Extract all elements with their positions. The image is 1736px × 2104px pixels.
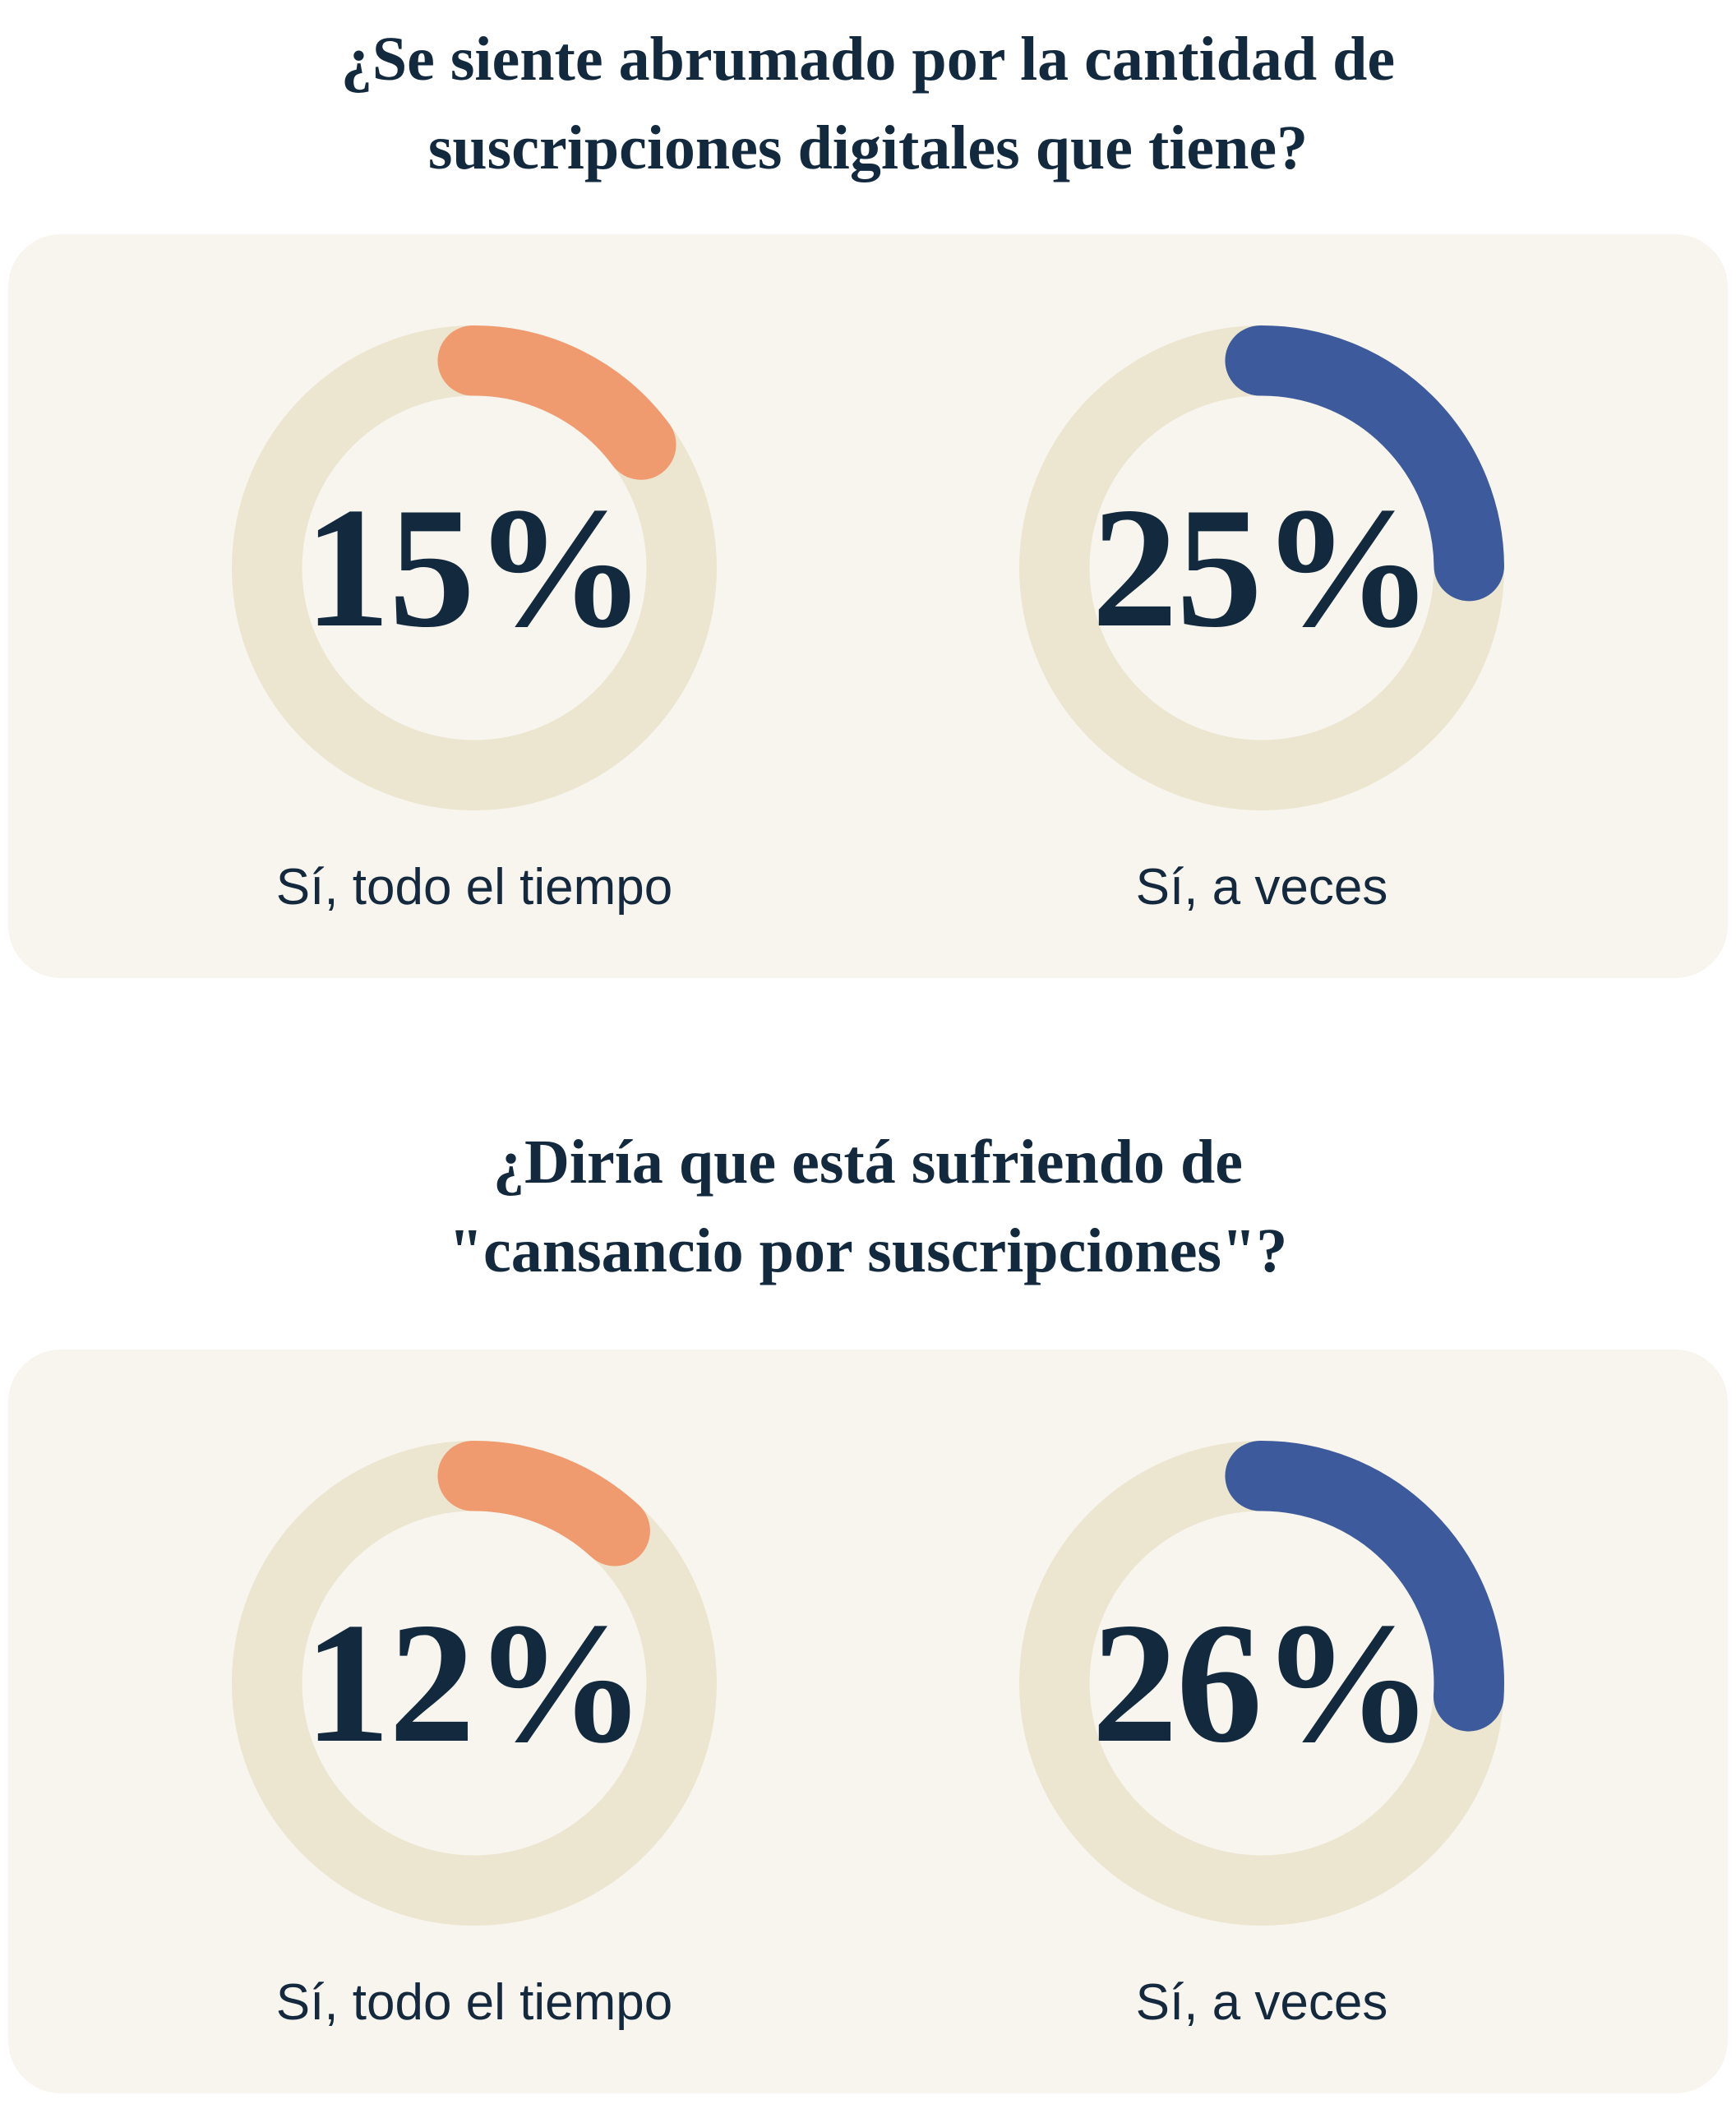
chart-overwhelmed-always: 15% Sí, todo el tiempo: [232, 325, 717, 978]
results-card-2: 12% Sí, todo el tiempo 26% Sí, a veces: [8, 1350, 1728, 2093]
donut-chart: 26%: [1019, 1441, 1504, 1926]
donut-label: Sí, todo el tiempo: [275, 859, 673, 916]
donut-label: Sí, todo el tiempo: [275, 1974, 673, 2031]
question-title-2: ¿Diría que está sufriendo de "cansancio …: [252, 1118, 1484, 1295]
donut-arc: [232, 1441, 717, 1926]
donut-chart: 12%: [232, 1441, 717, 1926]
question-title-1-line-1: ¿Se siente abrumado por la cantidad de: [340, 25, 1396, 94]
question-title-2-line-2: "cansancio por suscripciones"?: [448, 1216, 1288, 1285]
donut-arc: [1019, 325, 1504, 810]
question-title-1-line-2: suscripciones digitales que tiene?: [427, 113, 1309, 182]
donut-percentage: 15%: [304, 472, 646, 663]
donut-label: Sí, a veces: [1135, 859, 1388, 916]
question-title-2-line-1: ¿Diría que está sufriendo de: [493, 1128, 1243, 1197]
results-card-1: 15% Sí, todo el tiempo 25% Sí, a veces: [8, 234, 1728, 978]
donut-arc: [232, 325, 717, 810]
donut-ring-svg: [232, 1441, 717, 1926]
donut-arc: [1019, 1441, 1504, 1926]
chart-overwhelmed-sometimes: 25% Sí, a veces: [1019, 325, 1504, 978]
donut-chart: 15%: [232, 325, 717, 810]
question-title-1: ¿Se siente abrumado por la cantidad de s…: [252, 0, 1484, 192]
donut-chart: 25%: [1019, 325, 1504, 810]
donut-percentage: 26%: [1092, 1587, 1434, 1779]
donut-label: Sí, a veces: [1135, 1974, 1388, 2031]
chart-fatigue-sometimes: 26% Sí, a veces: [1019, 1441, 1504, 2093]
donut-ring-svg: [1019, 325, 1504, 810]
donut-percentage: 12%: [304, 1587, 646, 1779]
donut-ring-svg: [1019, 1441, 1504, 1926]
donut-ring-svg: [232, 325, 717, 810]
chart-fatigue-always: 12% Sí, todo el tiempo: [232, 1441, 717, 2093]
donut-percentage: 25%: [1092, 472, 1434, 663]
